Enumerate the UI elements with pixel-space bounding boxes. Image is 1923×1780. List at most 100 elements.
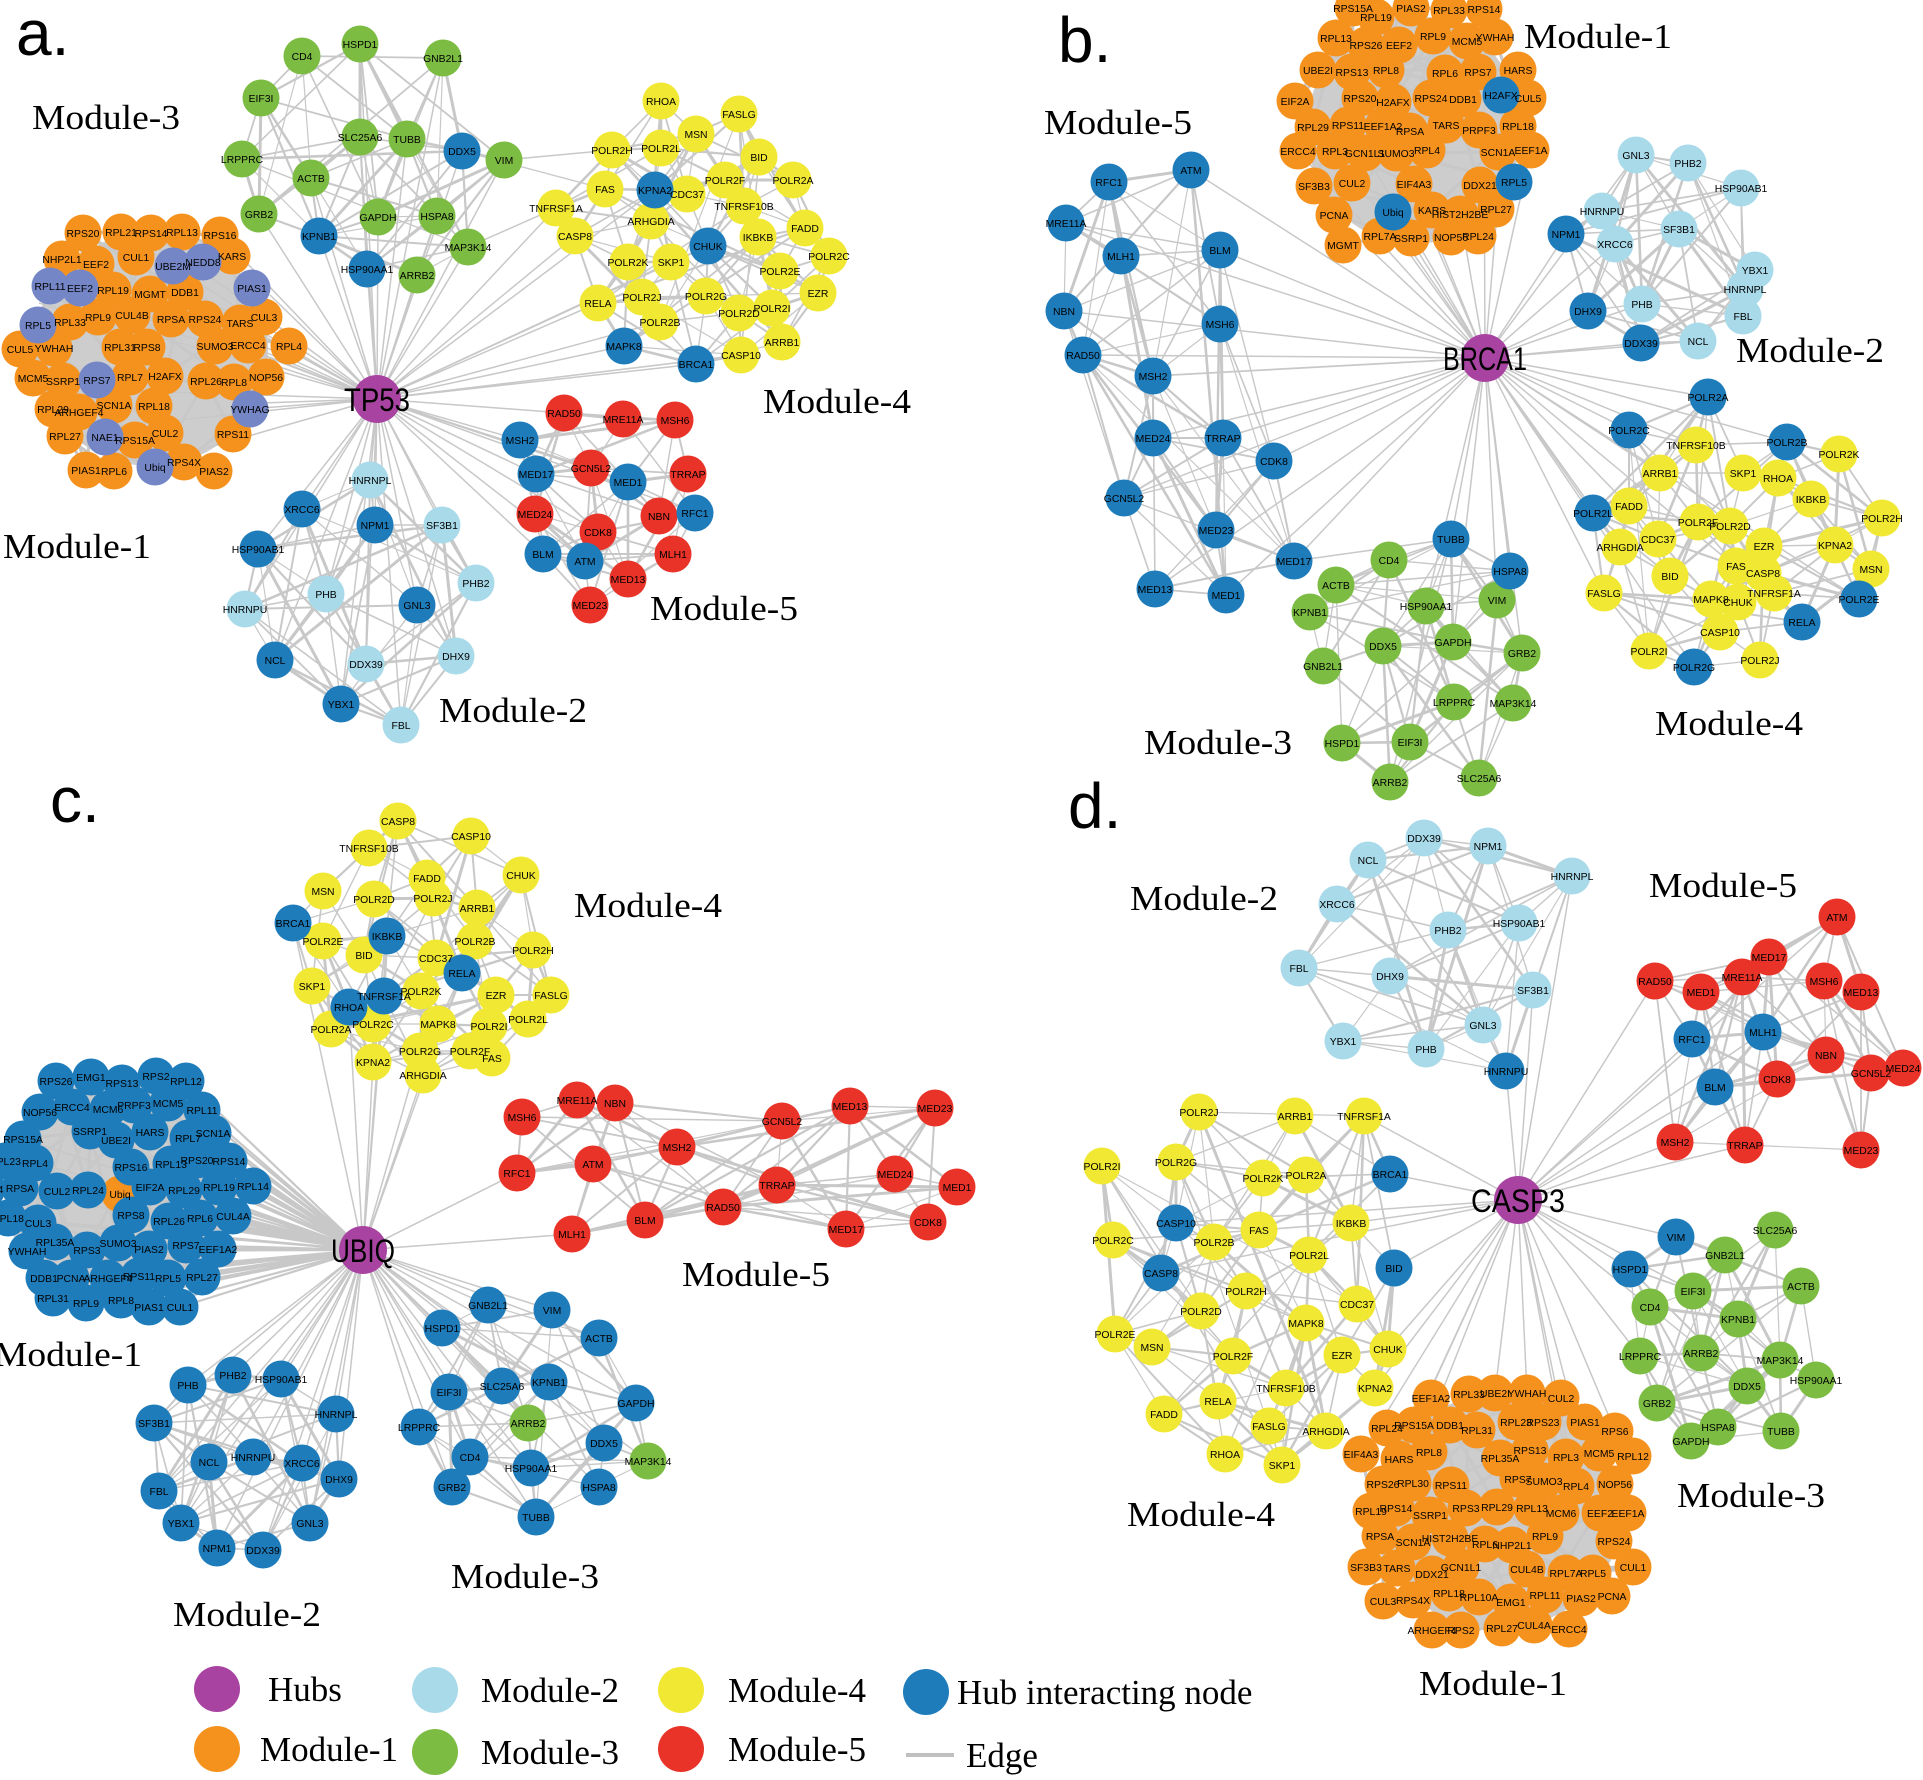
svg-text:YBX1: YBX1 [328,700,355,711]
svg-text:POLR2J: POLR2J [622,293,661,304]
svg-text:HNRNPU: HNRNPU [1484,1067,1528,1078]
svg-text:ACTB: ACTB [297,174,325,185]
svg-text:RPS2: RPS2 [142,1072,169,1083]
svg-text:MED24: MED24 [1136,434,1171,445]
svg-text:SUMO3: SUMO3 [1526,1477,1563,1488]
svg-text:MSH2: MSH2 [1139,372,1168,383]
svg-text:HSP90AA1: HSP90AA1 [505,1464,558,1475]
svg-text:CUL5: CUL5 [1515,94,1542,105]
svg-text:DDB1: DDB1 [1436,1421,1464,1432]
svg-text:RPL7: RPL7 [175,1134,201,1145]
svg-text:GNB2L1: GNB2L1 [1705,1251,1745,1262]
svg-text:BRCA1: BRCA1 [679,360,714,371]
svg-text:CASP10: CASP10 [1700,628,1740,639]
svg-text:POLR2F: POLR2F [705,176,745,187]
svg-text:PIAS1: PIAS1 [134,1303,164,1314]
svg-text:EEF1A2: EEF1A2 [199,1245,238,1256]
svg-text:HARS: HARS [136,1128,165,1139]
svg-text:RPL24: RPL24 [72,1186,104,1197]
svg-text:HSPD1: HSPD1 [343,40,378,51]
svg-text:RPL21: RPL21 [105,228,137,239]
svg-text:RPS20: RPS20 [181,1156,214,1167]
svg-text:RPL7: RPL7 [117,373,143,384]
svg-text:FASLG: FASLG [1252,1422,1286,1433]
svg-text:POLR2H: POLR2H [512,946,554,957]
svg-text:TARS: TARS [227,319,254,330]
svg-text:HSP90AA1: HSP90AA1 [1400,602,1453,613]
svg-text:RPL33: RPL33 [54,318,86,329]
svg-text:ARRB2: ARRB2 [511,1419,546,1430]
svg-text:TNFRSF1A: TNFRSF1A [1747,589,1801,600]
svg-text:RPL3: RPL3 [1553,1453,1579,1464]
svg-text:ARHGEF4: ARHGEF4 [83,1274,132,1285]
svg-text:SF3B1: SF3B1 [138,1419,170,1430]
svg-text:RPS13: RPS13 [1336,68,1369,79]
svg-text:EIF4A3: EIF4A3 [1344,1450,1379,1461]
svg-text:CDK8: CDK8 [914,1218,942,1229]
svg-text:CUL4B: CUL4B [115,311,149,322]
svg-text:RPS3: RPS3 [1452,1504,1479,1515]
svg-text:RAD50: RAD50 [1638,977,1672,988]
svg-text:KPNA2: KPNA2 [1818,541,1852,552]
svg-text:UBIQ: UBIQ [331,1233,395,1269]
svg-text:HIST2H2BE: HIST2H2BE [1432,210,1489,221]
svg-text:MRE11A: MRE11A [1046,219,1087,230]
svg-text:RPS26: RPS26 [1350,41,1383,52]
svg-text:RPL4: RPL4 [1563,1482,1589,1493]
svg-text:MED1: MED1 [614,478,643,489]
svg-text:CUL2: CUL2 [152,429,179,440]
svg-text:NCL: NCL [1688,337,1709,348]
svg-text:DHX9: DHX9 [325,1475,353,1486]
svg-text:POLR2G: POLR2G [399,1047,441,1058]
svg-text:CHUK: CHUK [1723,598,1753,609]
svg-text:NBN: NBN [604,1099,626,1110]
svg-text:TUBB: TUBB [393,135,421,146]
svg-text:MED1: MED1 [1212,591,1241,602]
svg-text:NBN: NBN [1053,307,1075,318]
svg-text:HNRNPU: HNRNPU [231,1453,275,1464]
svg-text:NCL: NCL [265,656,286,667]
svg-text:CUL2: CUL2 [1339,179,1366,190]
svg-text:FBL: FBL [1733,312,1752,323]
svg-text:RPL9: RPL9 [85,313,111,324]
svg-text:RPS26: RPS26 [40,1077,73,1088]
svg-text:PHB2: PHB2 [219,1371,246,1382]
svg-text:GRB2: GRB2 [1508,649,1537,660]
svg-text:MAP3K14: MAP3K14 [1757,1356,1804,1367]
svg-text:PHB: PHB [1631,300,1652,311]
svg-text:RFC1: RFC1 [681,509,708,520]
svg-text:IKBKB: IKBKB [1336,1219,1367,1230]
svg-text:YWHAH: YWHAH [8,1247,47,1258]
svg-text:NPM1: NPM1 [1474,842,1503,853]
svg-text:EZR: EZR [1754,542,1775,553]
svg-text:RPS11: RPS11 [1435,1481,1467,1492]
svg-text:DDX5: DDX5 [590,1439,618,1450]
svg-text:RPL18: RPL18 [1433,1589,1465,1600]
svg-text:RPL11: RPL11 [35,282,66,293]
svg-text:SF3B3: SF3B3 [1298,182,1330,193]
svg-text:RPL3: RPL3 [1322,147,1348,158]
svg-text:PHB2: PHB2 [462,579,489,590]
svg-text:RPL9: RPL9 [1420,32,1446,43]
svg-text:Module-3: Module-3 [1144,723,1292,762]
svg-text:RPL7A: RPL7A [1550,1569,1583,1580]
svg-text:RPS15A: RPS15A [1394,1421,1434,1432]
svg-text:HNRNPL: HNRNPL [1551,872,1594,883]
svg-text:ARRB2: ARRB2 [400,271,435,282]
svg-text:TRRAP: TRRAP [759,1181,794,1192]
svg-text:BRCA1: BRCA1 [1373,1170,1408,1181]
svg-text:RPL31: RPL31 [1461,1426,1493,1437]
svg-text:RPL10A: RPL10A [1460,1593,1499,1604]
svg-text:RPL33: RPL33 [1453,1390,1485,1401]
svg-text:CD4: CD4 [1640,1303,1661,1314]
svg-text:XRCC6: XRCC6 [284,1459,319,1470]
svg-text:ATM: ATM [582,1160,603,1171]
svg-text:MAP3K14: MAP3K14 [445,243,492,254]
svg-text:MSN: MSN [684,130,707,141]
svg-text:TP53: TP53 [344,382,410,418]
svg-text:Module-2: Module-2 [1130,879,1278,918]
svg-text:Module-3: Module-3 [32,98,180,137]
svg-text:RPS14: RPS14 [1380,1504,1413,1515]
svg-text:MSH6: MSH6 [1206,320,1235,331]
svg-text:MED24: MED24 [518,510,553,521]
